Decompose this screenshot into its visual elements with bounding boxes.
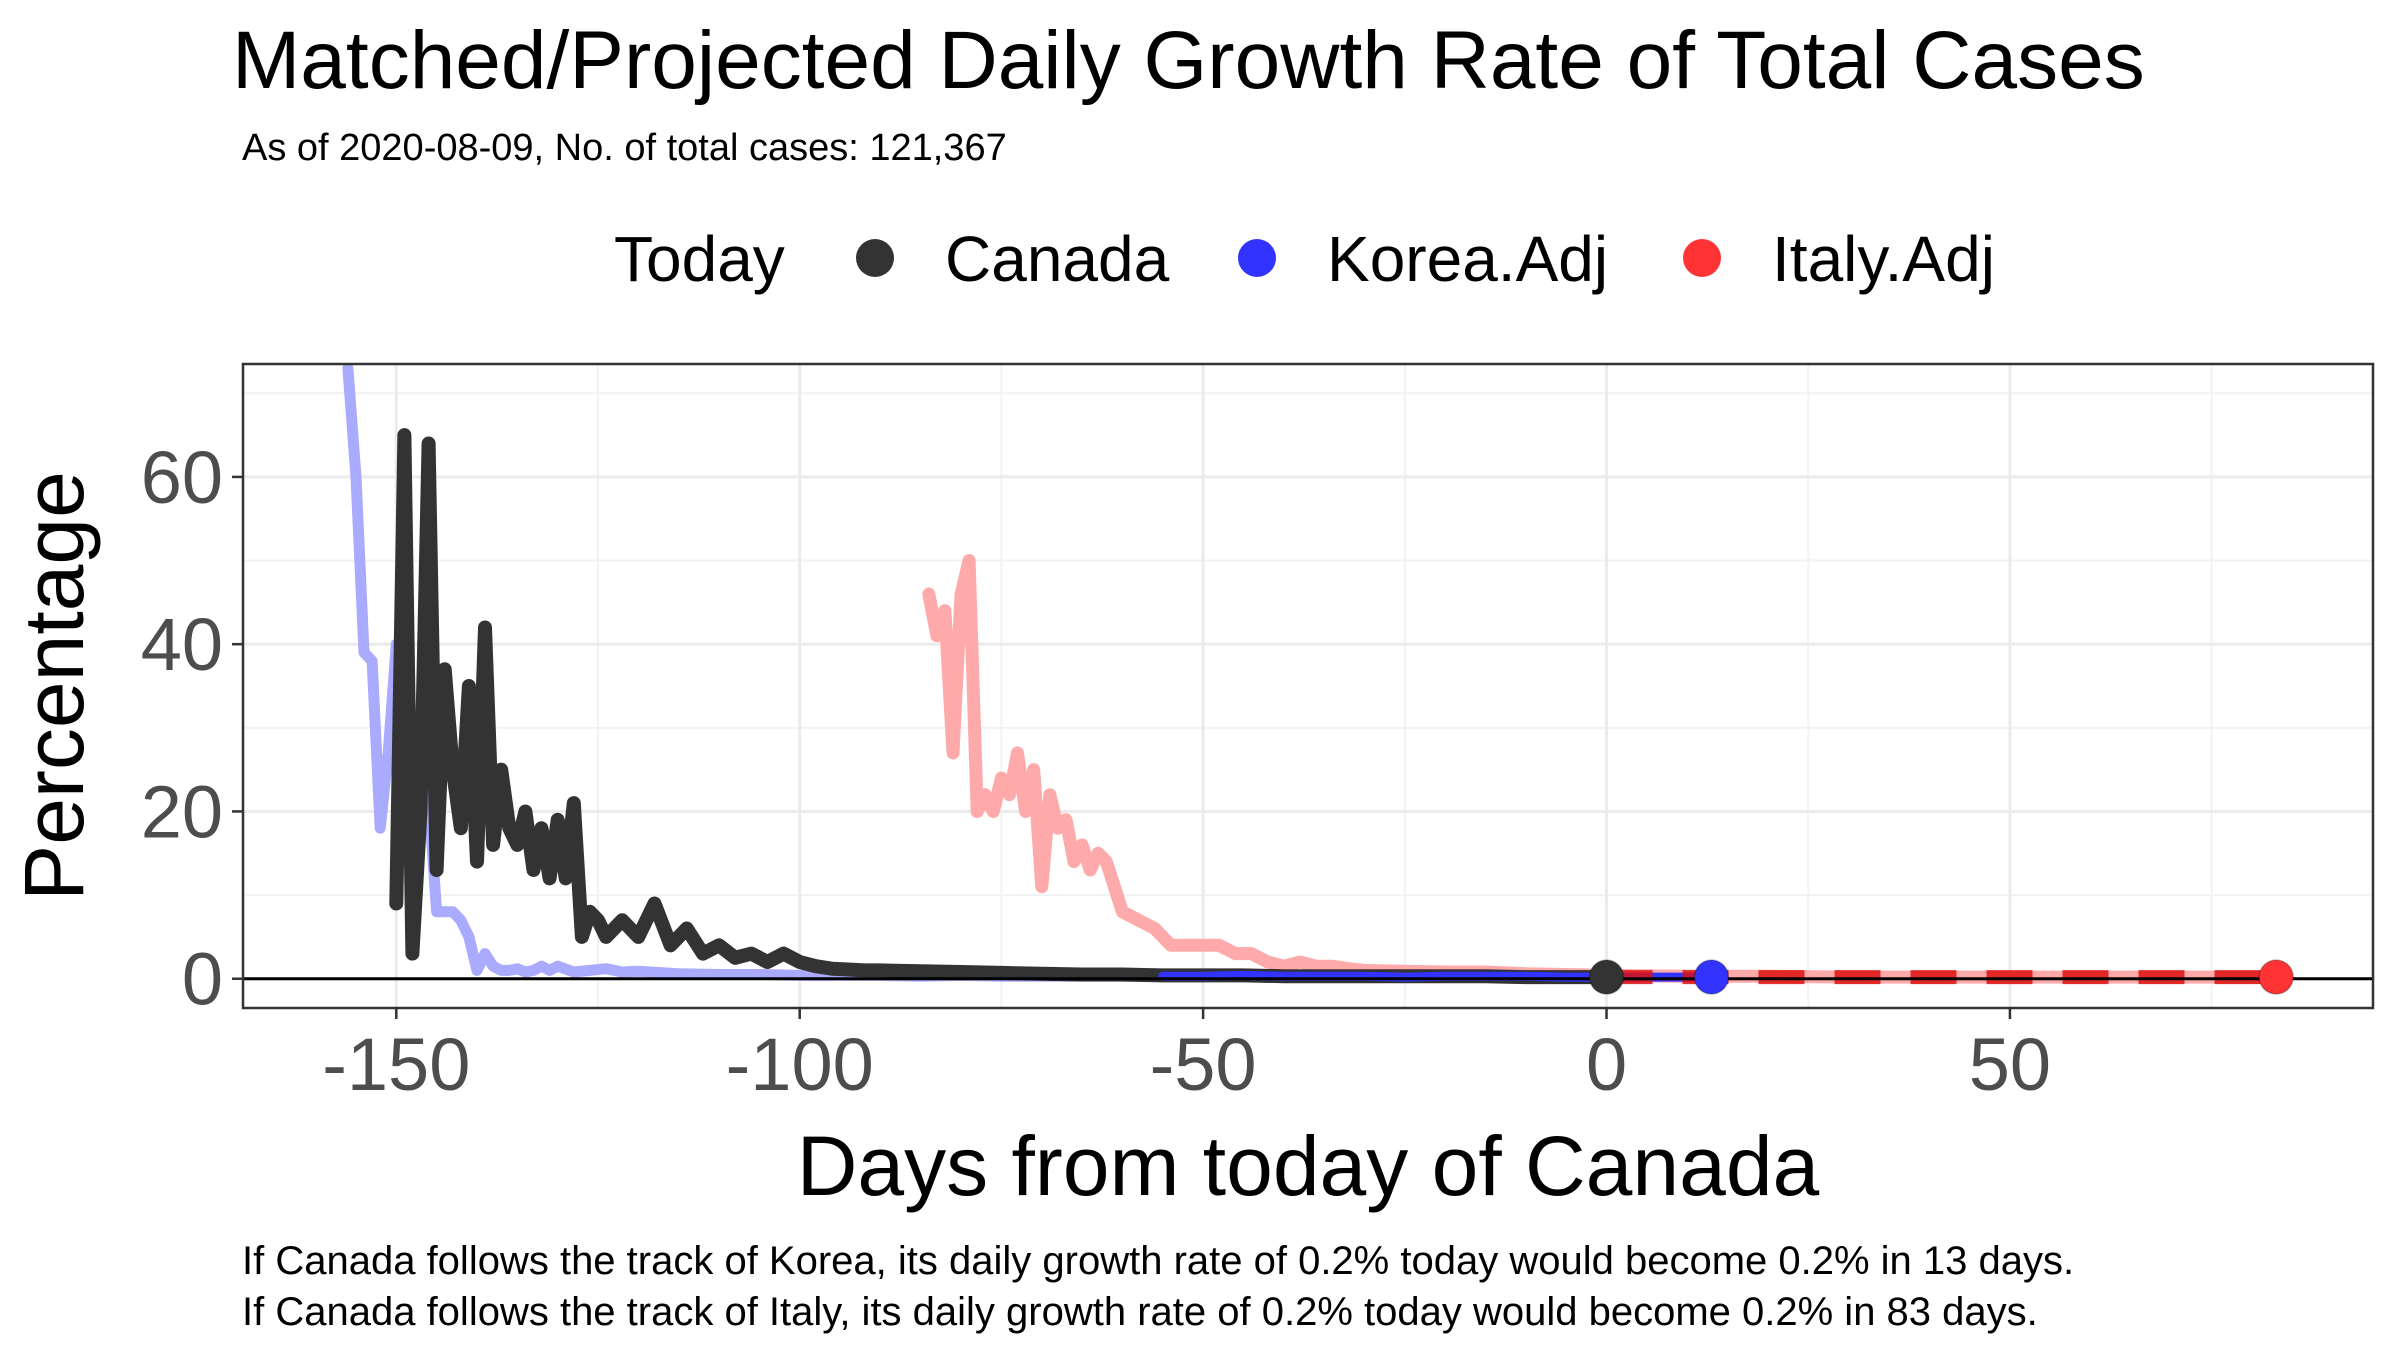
axis-ticks: -150 -100 -50 0 50 0 20 40 60 <box>141 436 2051 1106</box>
caption-italy: If Canada follows the track of Italy, it… <box>242 1290 2038 1334</box>
chart-title: Matched/Projected Daily Growth Rate of T… <box>232 15 2145 106</box>
caption-korea: If Canada follows the track of Korea, it… <box>242 1239 2074 1283</box>
x-tick-label: -150 <box>322 1023 470 1106</box>
x-axis-title: Days from today of Canada <box>797 1119 1820 1213</box>
x-tick-label: -50 <box>1150 1023 1257 1106</box>
points-layer <box>1588 959 2294 995</box>
today-point-korea-adj <box>1693 959 1730 995</box>
series-italy-adj <box>922 554 2283 984</box>
legend-key-korea <box>1238 239 1276 277</box>
grid <box>243 364 2373 1008</box>
legend-key-canada <box>856 239 894 277</box>
x-tick-label: -100 <box>726 1023 874 1106</box>
y-axis-title: Percentage <box>7 471 101 901</box>
plot-panel-border <box>241 362 2375 1010</box>
series-korea-adj <box>342 364 1717 983</box>
y-tick-label: 0 <box>182 938 223 1021</box>
legend-label-korea: Korea.Adj <box>1327 223 1608 295</box>
today-point-canada <box>1588 959 1625 995</box>
legend-label-canada: Canada <box>945 223 1170 295</box>
today-point-italy-adj <box>2258 959 2294 995</box>
x-tick-label: 0 <box>1586 1023 1627 1106</box>
y-tick-label: 60 <box>141 436 223 519</box>
y-tick-label: 20 <box>141 770 223 853</box>
x-tick-label: 50 <box>1969 1023 2051 1106</box>
y-tick-label: 40 <box>141 603 223 686</box>
chart-subtitle: As of 2020-08-09, No. of total cases: 12… <box>242 127 1007 169</box>
legend-title: Today <box>614 223 785 295</box>
legend-label-italy: Italy.Adj <box>1772 223 1995 295</box>
legend: Today Canada Korea.Adj Italy.Adj <box>614 223 1995 295</box>
series-layer <box>243 364 2373 985</box>
legend-key-italy <box>1683 239 1721 277</box>
